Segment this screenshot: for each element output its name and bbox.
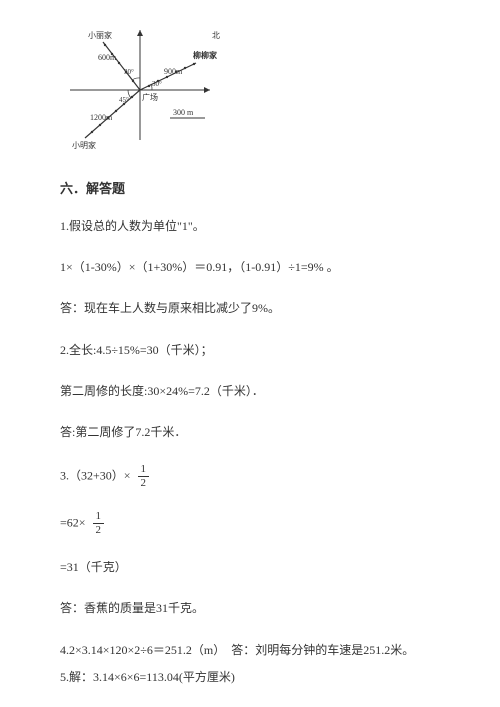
label-dist-tl: 600m [98,53,117,62]
q2-line1: 2.全长:4.5÷15%=30（千米）； [60,341,450,360]
q5-line1: 5.解：3.14×6×6=113.04(平方厘米) [60,668,450,687]
label-north: 北 [212,31,220,40]
q3-l2-text: =62× [60,515,86,529]
frac1-den: 2 [138,477,150,489]
label-topright: 柳柳家 [193,50,218,60]
q1-line2: 1×（1-30%）×（1+30%）＝0.91，（1-0.91）÷1=9% 。 [60,258,450,277]
q3-l1-text: 3.（32+30）× [60,468,131,482]
q3-line2: =62× 1 2 [60,511,450,536]
label-bottomleft: 小明家 [72,140,96,150]
q4-line1: 4.2×3.14×120×2÷6＝251.2（m） 答：刘明每分钟的车速是251… [60,641,450,660]
q2-answer: 答:第二周修了7.2千米． [60,423,450,442]
label-angle-bl: 45° [119,96,129,104]
label-topleft: 小丽家 [88,30,112,40]
label-dist-bl: 1200m [90,113,113,122]
label-angle-u: 30° [124,68,134,76]
q2-line2: 第二周修的长度:30×24%=7.2（千米）． [60,382,450,401]
label-center: 广场 [142,92,158,102]
frac2-den: 2 [93,524,105,536]
section-heading: 六．解答题 [60,178,450,197]
label-angle-l: 30° [152,80,162,88]
q1-answer: 答：现在车上人数与原来相比减少了9%。 [60,299,450,318]
q1-line1: 1.假设总的人数为单位"1"。 [60,217,450,236]
fraction-1: 1 2 [138,464,150,489]
q3-line3: =31（千克） [60,558,450,577]
q3-answer: 答：香蕉的质量是31千克。 [60,599,450,618]
fraction-2: 1 2 [93,511,105,536]
direction-diagram: 小丽家 600m 柳柳家 900m 小明家 1200m 广场 北 30° 30°… [60,20,230,150]
label-dist-tr: 900m [164,67,183,76]
diagram-svg: 小丽家 600m 柳柳家 900m 小明家 1200m 广场 北 30° 30°… [60,20,230,150]
frac2-num: 1 [93,511,105,524]
label-scale: 300 m [173,108,194,117]
q3-line1: 3.（32+30）× 1 2 [60,464,450,489]
frac1-num: 1 [138,464,150,477]
